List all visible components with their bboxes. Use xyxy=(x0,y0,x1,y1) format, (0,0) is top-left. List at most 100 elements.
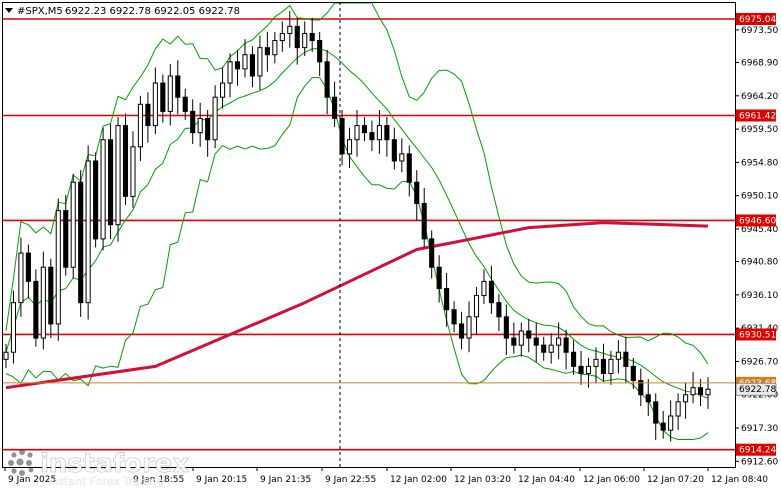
candle-body xyxy=(3,351,9,360)
candle-body xyxy=(107,139,114,226)
candle-body xyxy=(205,117,211,141)
y-tick-label: 6922.00 xyxy=(741,391,778,401)
candle-body xyxy=(130,146,136,197)
y-tick-label: 6940.80 xyxy=(741,258,778,268)
candle-body xyxy=(600,358,607,374)
candle-body xyxy=(317,40,323,63)
collapse-arrow-icon[interactable] xyxy=(5,8,13,13)
logo-dots-icon xyxy=(8,449,34,476)
candle-body xyxy=(645,394,651,403)
candle-body xyxy=(623,351,629,367)
x-tick-label: 12 Jan 02:00 xyxy=(390,475,447,485)
time-axis: 9 Jan 2025 9 Jan 18:55 9 Jan 20:15 9 Jan 21… xyxy=(4,467,768,485)
candle-body xyxy=(85,160,91,304)
candle-body xyxy=(249,54,256,77)
x-tick-label: 9 Jan 18:55 xyxy=(133,475,184,485)
x-tick-label: 12 Jan 04:40 xyxy=(518,475,575,485)
candle-body xyxy=(33,280,39,339)
candle-body xyxy=(675,401,681,417)
candle-body xyxy=(511,337,517,346)
level-tag xyxy=(736,109,776,122)
y-tick-label: 6964.20 xyxy=(741,92,778,102)
candle-body xyxy=(242,54,248,70)
candle-body xyxy=(451,309,457,325)
candle-body xyxy=(683,394,689,403)
candle-body xyxy=(152,82,158,127)
candle-body xyxy=(697,387,704,396)
candle-body xyxy=(593,358,599,367)
level-tag-label: 6946.60 xyxy=(739,216,776,226)
candle-body xyxy=(384,125,390,141)
candle-body xyxy=(70,181,76,268)
candle-body xyxy=(638,380,644,396)
level-tag xyxy=(736,328,776,341)
candle-body xyxy=(668,415,674,431)
candle-body xyxy=(391,139,397,162)
candle-body xyxy=(361,125,368,134)
candle-body xyxy=(354,125,360,141)
y-tick-label: 6950.10 xyxy=(741,192,778,202)
candle-body xyxy=(48,266,54,325)
candle-body xyxy=(473,295,480,318)
candle-body xyxy=(137,103,143,148)
y-tick-label: 6917.30 xyxy=(741,424,778,434)
candle-body xyxy=(272,40,278,56)
candle-body xyxy=(608,358,614,374)
candle-body xyxy=(571,351,577,367)
y-tick-label: 6926.70 xyxy=(741,357,778,367)
candle-body xyxy=(25,252,31,282)
plot-frame xyxy=(2,2,736,468)
candle-body xyxy=(436,266,442,289)
x-tick-label: 12 Jan 06:00 xyxy=(583,475,640,485)
candle-body xyxy=(339,117,345,155)
candle-body xyxy=(526,330,532,339)
candle-body xyxy=(481,280,487,297)
candle-body xyxy=(414,181,420,204)
candle-body xyxy=(78,181,84,304)
candle-body xyxy=(585,365,592,374)
candle-body xyxy=(40,266,46,339)
y-tick-label: 6954.80 xyxy=(741,158,778,168)
candle-body xyxy=(653,401,659,424)
candle-body xyxy=(234,61,241,70)
x-tick-label: 9 Jan 22:55 xyxy=(325,475,376,485)
candle-body xyxy=(324,61,330,98)
candle-body xyxy=(212,96,218,141)
y-tick-label: 6959.50 xyxy=(741,125,778,135)
candle-body xyxy=(556,337,562,346)
candle-body xyxy=(541,344,547,353)
bollinger-middle xyxy=(5,48,709,399)
logo-tagline: Instant Forex Trading xyxy=(48,475,164,488)
candle-body xyxy=(533,337,539,346)
candle-body xyxy=(466,316,472,339)
current-price-label: 6922.78 xyxy=(739,385,776,395)
y-tick-label: 6968.90 xyxy=(741,59,778,69)
candle-body xyxy=(429,238,435,268)
level-tag xyxy=(736,214,776,227)
candle-body xyxy=(503,316,509,339)
candle-body xyxy=(93,160,99,240)
candle-body xyxy=(63,210,69,268)
candle-body xyxy=(257,47,263,77)
candle-body xyxy=(160,82,166,112)
bollinger-lower xyxy=(5,77,709,441)
sma-line xyxy=(5,221,709,390)
candle-body xyxy=(55,210,61,325)
candle-body xyxy=(406,153,412,183)
x-tick-label: 12 Jan 03:20 xyxy=(454,475,511,485)
candle-body xyxy=(10,302,17,353)
candle-body xyxy=(615,351,621,360)
candle-body xyxy=(421,202,427,240)
candle-body xyxy=(376,125,382,141)
candle-body xyxy=(145,103,151,127)
candle-body xyxy=(100,139,106,240)
candle-body xyxy=(518,330,524,346)
level-tag-label: 6975.04 xyxy=(739,15,776,25)
candle-body xyxy=(496,302,502,318)
candle-body xyxy=(264,47,270,56)
x-tick-label: 9 Jan 2025 xyxy=(8,475,56,485)
candlesticks xyxy=(3,10,711,442)
candle-body xyxy=(302,32,308,49)
